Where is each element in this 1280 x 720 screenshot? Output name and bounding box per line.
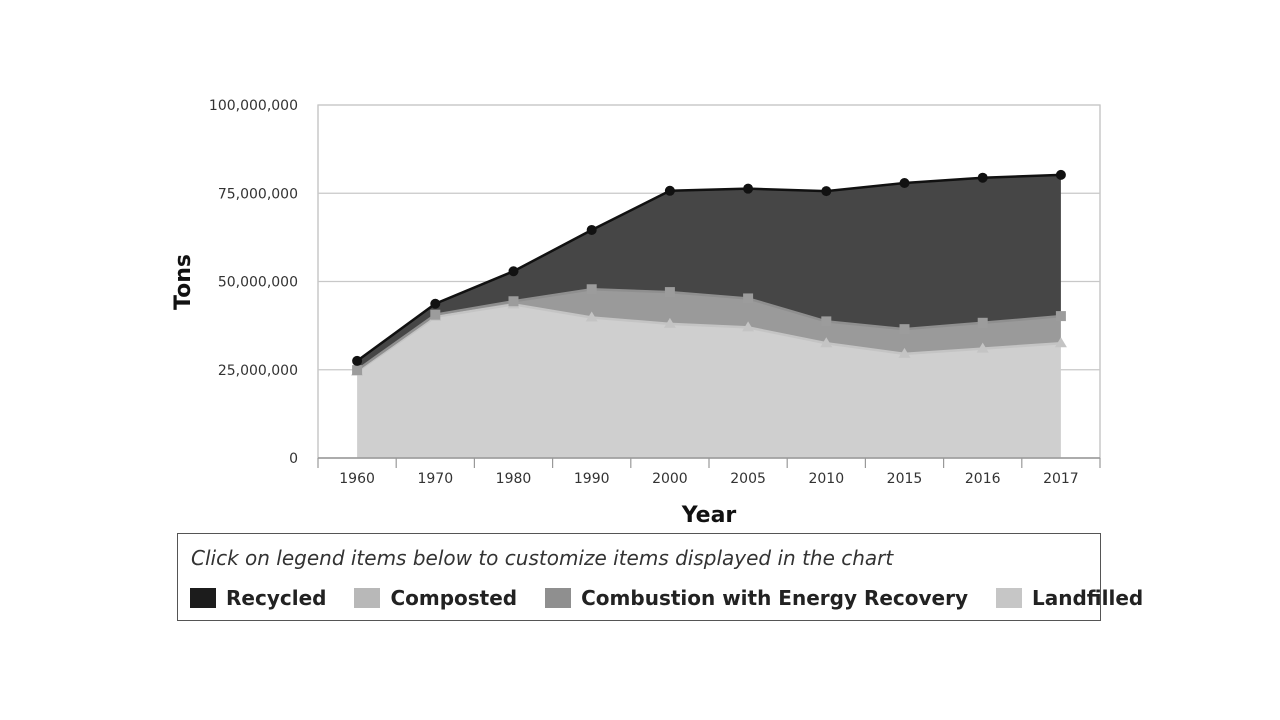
axes bbox=[317, 457, 1101, 468]
legend-item-recycled[interactable]: Recycled bbox=[190, 586, 326, 610]
point-combustion-with-energy-recovery bbox=[1055, 311, 1066, 322]
area-series bbox=[357, 174, 1061, 458]
point-recycled bbox=[664, 185, 675, 196]
area-landfilled bbox=[357, 304, 1061, 458]
point-recycled bbox=[352, 355, 363, 366]
x-tick-label: 2005 bbox=[730, 471, 766, 487]
point-combustion-with-energy-recovery bbox=[743, 293, 754, 304]
point-combustion-with-energy-recovery bbox=[508, 296, 519, 307]
point-landfilled bbox=[1054, 337, 1067, 348]
point-combustion-with-energy-recovery bbox=[352, 365, 363, 376]
point-landfilled bbox=[742, 321, 755, 332]
line-recycled bbox=[356, 173, 1061, 362]
x-tick-label: 2016 bbox=[965, 471, 1001, 487]
line-combustion-with-energy-recovery bbox=[356, 288, 1062, 372]
legend-swatch-landfilled bbox=[996, 588, 1022, 608]
y-tick-label: 0 bbox=[289, 451, 298, 467]
point-landfilled bbox=[976, 342, 989, 353]
point-recycled bbox=[821, 186, 832, 197]
point-recycled bbox=[586, 224, 597, 235]
point-combustion-with-energy-recovery bbox=[821, 316, 832, 327]
y-tick-label: 25,000,000 bbox=[218, 363, 298, 379]
area-recycled bbox=[357, 174, 1061, 371]
x-tick-label: 2010 bbox=[808, 471, 844, 487]
point-combustion-with-energy-recovery bbox=[430, 309, 441, 320]
series-markers bbox=[351, 169, 1067, 376]
line-landfilled bbox=[356, 303, 1061, 373]
legend: Click on legend items below to customize… bbox=[177, 533, 1143, 621]
legend-item-combustion[interactable]: Combustion with Energy Recovery bbox=[545, 586, 968, 610]
legend-items: Recycled Composted Combustion with Energ… bbox=[190, 586, 1143, 610]
legend-instruction: Click on legend items below to customize… bbox=[191, 546, 894, 570]
x-axis-title: Year bbox=[681, 503, 737, 528]
point-recycled bbox=[977, 172, 988, 183]
series-lines bbox=[356, 173, 1062, 373]
point-recycled bbox=[1055, 169, 1066, 180]
legend-swatch-combustion bbox=[545, 588, 572, 608]
legend-swatch-recycled bbox=[190, 588, 216, 608]
point-recycled bbox=[743, 183, 754, 194]
point-recycled bbox=[508, 266, 519, 277]
point-recycled bbox=[899, 178, 910, 189]
point-recycled bbox=[430, 298, 441, 309]
point-combustion-with-energy-recovery bbox=[977, 317, 988, 328]
legend-label-composted: Composted bbox=[390, 586, 518, 610]
x-tick-label: 2015 bbox=[887, 471, 923, 487]
x-tick-label: 1980 bbox=[496, 471, 532, 487]
x-tick-label: 2000 bbox=[652, 471, 688, 487]
x-tick-label: 2017 bbox=[1043, 471, 1079, 487]
y-tick-label: 100,000,000 bbox=[209, 98, 298, 114]
legend-label-recycled: Recycled bbox=[226, 586, 327, 610]
point-landfilled bbox=[820, 337, 833, 348]
legend-item-composted[interactable]: Composted bbox=[354, 586, 517, 610]
legend-item-landfilled[interactable]: Landfilled bbox=[996, 586, 1143, 610]
legend-label-landfilled: Landfilled bbox=[1032, 586, 1144, 610]
y-axis-title: Tons bbox=[171, 254, 196, 310]
y-tick-label: 75,000,000 bbox=[218, 186, 298, 202]
point-combustion-with-energy-recovery bbox=[664, 287, 675, 298]
point-landfilled bbox=[898, 347, 911, 358]
x-tick-label: 1990 bbox=[574, 471, 610, 487]
x-tick-label: 1960 bbox=[339, 471, 375, 487]
x-tick-label: 1970 bbox=[417, 471, 453, 487]
legend-swatch-composted bbox=[354, 588, 381, 608]
legend-label-combustion: Combustion with Energy Recovery bbox=[581, 586, 968, 610]
point-landfilled bbox=[585, 311, 598, 322]
y-tick-label: 50,000,000 bbox=[218, 275, 298, 291]
tick-labels: 0 25,000,000 50,000,000 75,000,000 100,000,0… bbox=[209, 98, 1079, 487]
point-landfilled bbox=[663, 317, 676, 328]
point-combustion-with-energy-recovery bbox=[899, 324, 910, 335]
point-combustion-with-energy-recovery bbox=[586, 284, 597, 295]
